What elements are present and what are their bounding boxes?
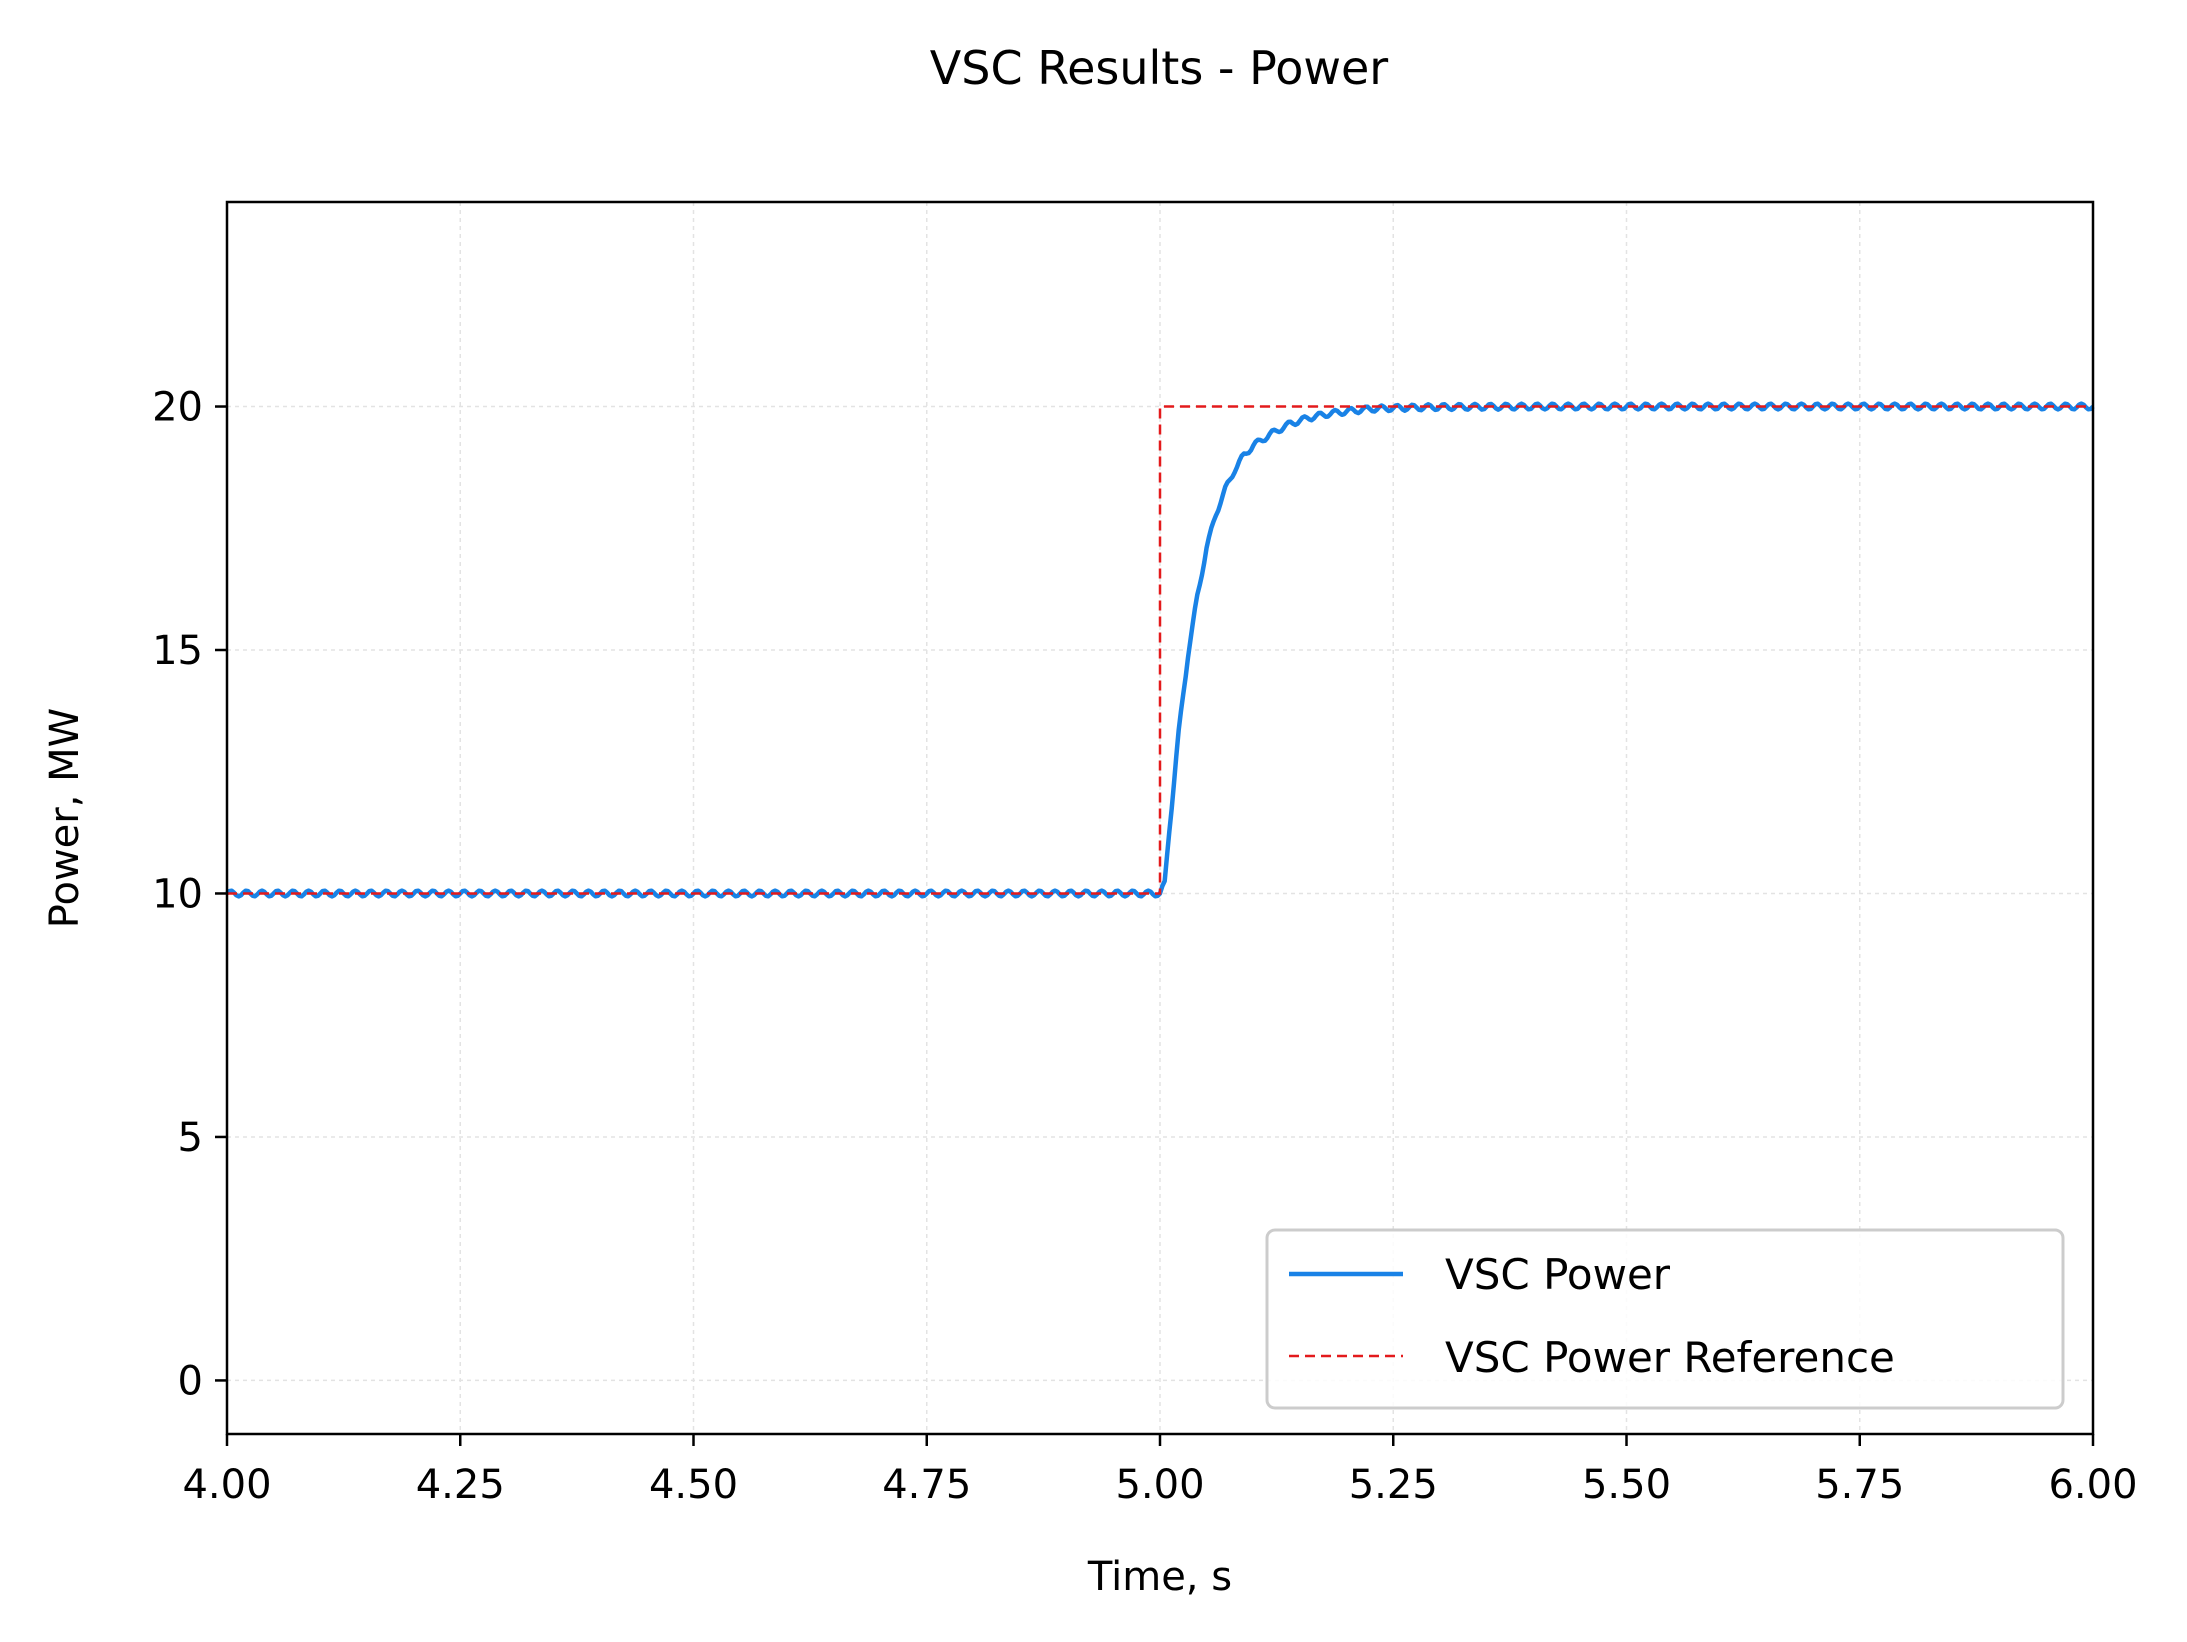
x-axis-ticks: 4.00 4.25 4.50 4.75 5.00 5.25 5.50 5.75 6.00 [182, 1434, 2138, 1508]
legend: VSC Power VSC Power Reference [1265, 1228, 2065, 1410]
y-tick-label-2: 10 [152, 871, 203, 917]
x-tick-label-8: 6.00 [2048, 1462, 2137, 1508]
x-tick-label-4: 5.00 [1115, 1462, 1204, 1508]
legend-box [1265, 1228, 2065, 1410]
x-tick-label-1: 4.25 [416, 1462, 505, 1508]
y-tick-label-1: 5 [178, 1115, 203, 1161]
chart-title: VSC Results - Power [930, 41, 1389, 95]
x-tick-label-3: 4.75 [882, 1462, 971, 1508]
y-axis-label: Power, MW [42, 708, 88, 928]
x-tick-label-2: 4.50 [649, 1462, 738, 1508]
legend-label-vsc-power: VSC Power [1445, 1250, 1671, 1299]
y-tick-label-3: 15 [152, 628, 203, 674]
legend-label-vsc-power-reference: VSC Power Reference [1445, 1333, 1895, 1382]
y-tick-label-4: 20 [152, 385, 203, 431]
x-tick-label-6: 5.50 [1582, 1462, 1671, 1508]
x-tick-label-0: 4.00 [182, 1462, 271, 1508]
x-axis-label: Time, s [1087, 1554, 1232, 1600]
plot-series [225, 401, 2095, 899]
y-tick-label-0: 0 [178, 1358, 203, 1404]
x-tick-label-5: 5.25 [1349, 1462, 1438, 1508]
x-tick-label-7: 5.75 [1815, 1462, 1904, 1508]
y-axis-ticks: 0 5 10 15 20 [152, 385, 227, 1404]
series-line-vsc-power-reference [227, 405, 2093, 895]
